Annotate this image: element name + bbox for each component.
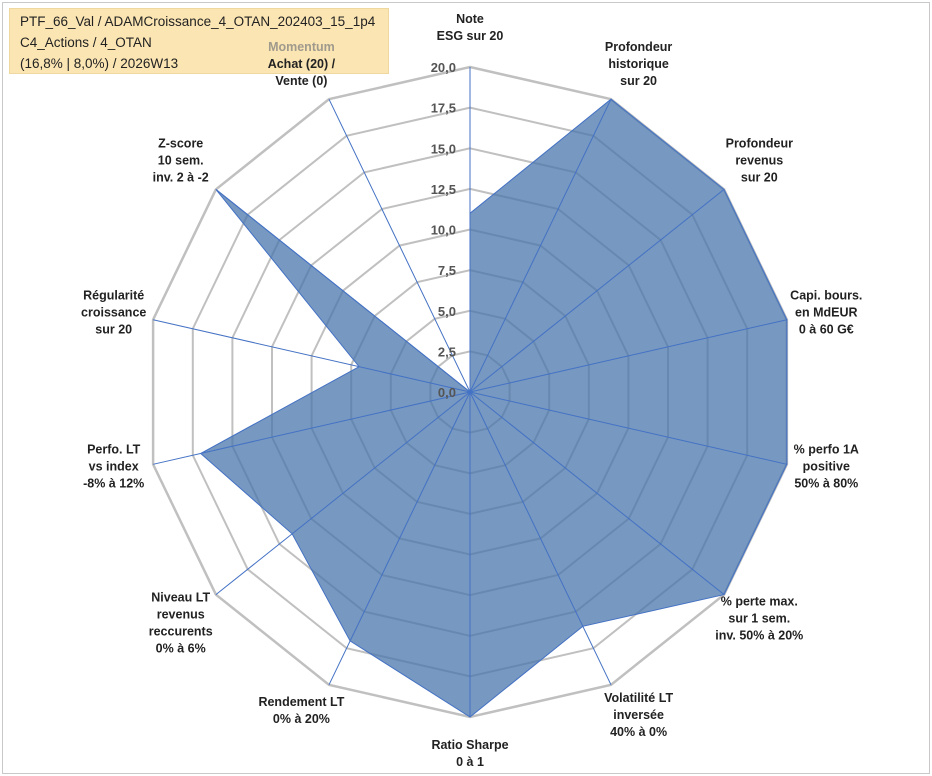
- axis-label-10-line-2: -8% à 12%: [83, 477, 144, 491]
- axis-line-4: [469, 391, 788, 465]
- tick-label-8: 20,0: [431, 60, 456, 75]
- tick-label-7: 17,5: [431, 101, 456, 116]
- axis-label-5-line-1: sur 1 sem.: [728, 612, 790, 626]
- axis-label-2-line-2: sur 20: [741, 170, 778, 184]
- tick-label-6: 15,0: [431, 141, 456, 156]
- axis-label-10: Perfo. LT vs index -8% à 12%: [83, 443, 144, 491]
- axis-label-13-line-0: Momentum: [268, 40, 335, 54]
- series-area: [199, 98, 788, 718]
- axis-label-9-line-2: reccurents: [149, 624, 213, 638]
- axis-label-7: Ratio Sharpe 0 à 1: [431, 738, 508, 769]
- axis-label-2-line-1: revenus: [735, 153, 783, 167]
- info-line-category: C4_Actions / 4_OTAN: [20, 35, 152, 50]
- tick-label-4: 10,0: [431, 223, 456, 238]
- axis-label-4-line-1: positive: [803, 460, 850, 474]
- axis-label-13-line-2: Vente (0): [275, 74, 327, 88]
- axis-label-1-line-1: historique: [608, 57, 668, 71]
- axis-label-2-line-0: Profondeur: [726, 136, 793, 150]
- axis-label-4-line-2: 50% à 80%: [794, 477, 858, 491]
- axis-label-3-line-1: en MdEUR: [795, 305, 858, 319]
- tick-label-5: 12,5: [431, 182, 456, 197]
- radar-series: [199, 98, 788, 718]
- axis-label-11-line-1: croissance: [81, 305, 146, 319]
- tick-label-1: 2,5: [438, 344, 456, 359]
- axis-label-10-line-0: Perfo. LT: [87, 443, 141, 457]
- axis-label-10-line-1: vs index: [89, 460, 139, 474]
- axis-label-9-line-3: 0% à 6%: [156, 641, 206, 655]
- axis-label-5-line-0: % perte max.: [721, 595, 798, 609]
- axis-label-8-line-0: Rendement LT: [258, 695, 344, 709]
- axis-line-2: [469, 189, 725, 393]
- axis-label-9: Niveau LT revenus reccurents 0% à 6%: [149, 590, 213, 655]
- axis-label-6-line-1: inversée: [613, 708, 664, 722]
- tick-label-3: 7,5: [438, 263, 456, 278]
- axis-label-4-line-0: % perfo 1A: [794, 443, 859, 457]
- axis-label-6: Volatilité LT inversée 40% à 0%: [604, 691, 673, 739]
- axis-label-11: Régularité croissance sur 20: [81, 288, 146, 336]
- axis-line-10: [152, 391, 471, 465]
- axis-label-2: Profondeur revenus sur 20: [726, 136, 793, 184]
- info-line-portfolio: PTF_66_Val / ADAMCroissance_4_OTAN_20240…: [20, 14, 376, 29]
- axis-label-3: Capi. bours. en MdEUR 0 à 60 G€: [790, 288, 862, 336]
- axis-label-12: Z-score 10 sem. inv. 2 à -2: [153, 136, 209, 184]
- axis-line-1: [469, 98, 612, 393]
- axis-label-0-line-1: ESG sur 20: [437, 29, 504, 43]
- tick-label-0: 0,0: [438, 385, 456, 400]
- axis-label-12-line-2: inv. 2 à -2: [153, 170, 209, 184]
- axis-label-13-line-1: Achat (20) /: [268, 57, 336, 71]
- axis-label-1: Profondeur historique sur 20: [605, 40, 672, 88]
- info-line-performance: (16,8% | 8,0%) / 2026W13: [20, 56, 179, 71]
- axis-label-9-line-0: Niveau LT: [151, 590, 210, 604]
- axis-label-8: Rendement LT 0% à 20%: [258, 695, 344, 726]
- axis-label-1-line-2: sur 20: [620, 74, 657, 88]
- axis-label-4: % perfo 1A positive 50% à 80%: [794, 443, 859, 491]
- axis-label-3-line-2: 0 à 60 G€: [799, 322, 854, 336]
- axis-label-7-line-1: 0 à 1: [456, 755, 484, 769]
- axis-line-13: [328, 98, 471, 393]
- axis-line-6: [469, 391, 612, 686]
- axis-label-12-line-0: Z-score: [158, 136, 203, 150]
- axis-label-13: Momentum Achat (20) / Vente (0): [268, 40, 336, 88]
- axis-label-3-line-0: Capi. bours.: [790, 288, 862, 302]
- tick-label-2: 5,0: [438, 304, 456, 319]
- axis-label-5: % perte max. sur 1 sem. inv. 50% à 20%: [715, 595, 803, 643]
- info-box: PTF_66_Val / ADAMCroissance_4_OTAN_20240…: [9, 8, 389, 74]
- axis-label-6-line-2: 40% à 0%: [610, 725, 667, 739]
- axis-line-5: [469, 391, 725, 595]
- axis-label-9-line-1: revenus: [157, 607, 205, 621]
- axis-label-1-line-0: Profondeur: [605, 40, 672, 54]
- radar-axis-lines: [152, 67, 788, 717]
- axis-label-6-line-0: Volatilité LT: [604, 691, 673, 705]
- radar-tick-labels: 0,0 2,5 5,0 7,5 10,0 12,5 15,0 17,5 20,0: [431, 60, 456, 400]
- axis-line-12: [215, 189, 471, 393]
- axis-label-12-line-1: 10 sem.: [158, 153, 204, 167]
- axis-label-7-line-0: Ratio Sharpe: [431, 738, 508, 752]
- radar-axis-labels: Note ESG sur 20 Profondeur historique sur 20…: [81, 12, 862, 769]
- axis-label-5-line-2: inv. 50% à 20%: [715, 629, 803, 643]
- axis-line-3: [469, 319, 788, 393]
- axis-label-11-line-0: Régularité: [83, 288, 144, 302]
- axis-label-11-line-2: sur 20: [95, 322, 132, 336]
- axis-label-0: Note ESG sur 20: [437, 12, 504, 43]
- axis-label-0-line-0: Note: [456, 12, 484, 26]
- axis-line-9: [215, 391, 471, 595]
- axis-line-8: [328, 391, 471, 686]
- axis-line-11: [152, 319, 471, 393]
- axis-label-8-line-1: 0% à 20%: [273, 712, 330, 726]
